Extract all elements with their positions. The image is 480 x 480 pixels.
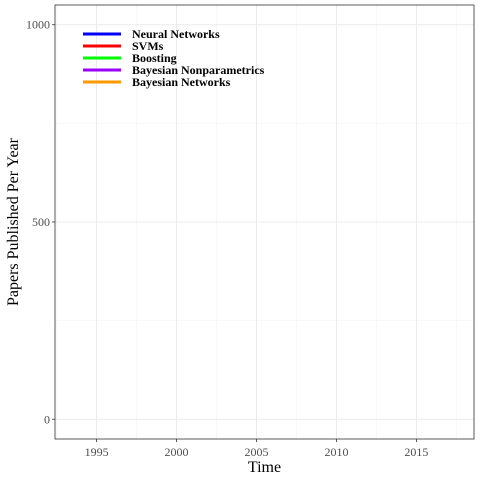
y-axis-title: Papers Published Per Year [5,137,22,306]
legend-label: Boosting [132,51,177,65]
y-tick-label: 0 [44,412,50,426]
x-tick-label: 2005 [245,445,269,459]
axis-ticks [52,24,417,442]
x-tick-labels: 1995 2000 2005 2010 2015 [85,445,429,459]
x-axis-title: Time [248,459,281,476]
x-tick-label: 2010 [324,445,348,459]
legend-label: Bayesian Nonparametrics [132,63,265,77]
y-tick-label: 500 [32,215,50,229]
y-tick-labels: 0 500 1000 [26,18,50,427]
x-tick-label: 2015 [404,445,428,459]
y-tick-label: 1000 [26,18,50,32]
major-gridlines [55,5,474,439]
legend-label: Bayesian Networks [132,75,231,89]
legend-label: SVMs [132,39,164,53]
x-tick-label: 2000 [165,445,189,459]
legend-label: Neural Networks [132,27,220,41]
x-tick-label: 1995 [85,445,109,459]
